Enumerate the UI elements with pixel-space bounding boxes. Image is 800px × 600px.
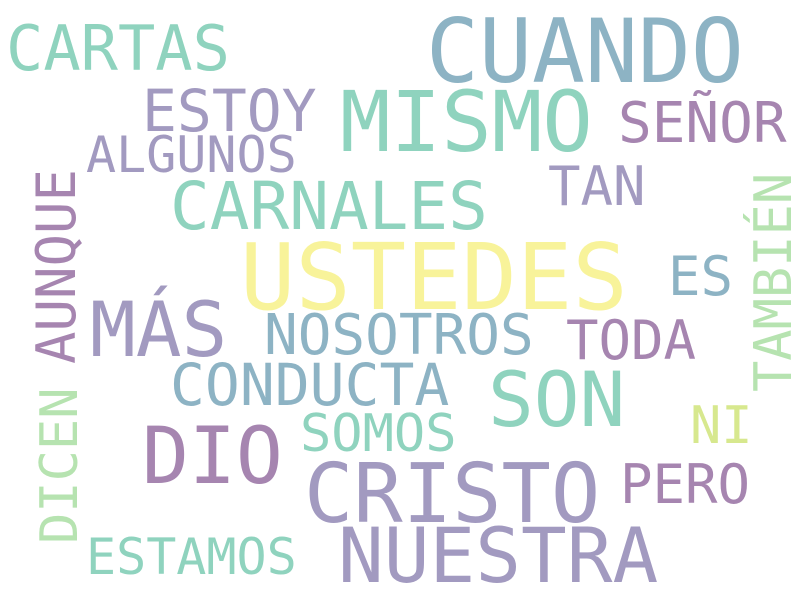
word-carnales: CARNALES	[170, 168, 488, 245]
word-tan: TAN	[548, 155, 646, 218]
word-somos: SOMOS	[300, 404, 457, 464]
word-ni: NI	[690, 396, 753, 456]
word-senor: SEÑOR	[618, 91, 787, 156]
word-estamos: ESTAMOS	[86, 528, 297, 586]
word-es: ES	[668, 245, 734, 308]
word-dio: DIO	[142, 412, 283, 502]
word-aunque-vertical: AUNQUE	[25, 168, 88, 364]
word-mismo: MISMO	[340, 73, 593, 171]
word-pero: PERO	[620, 453, 751, 516]
word-cuando: CUANDO	[426, 0, 744, 103]
word-dicen-vertical: DICEN	[30, 387, 90, 544]
word-nuestra: NUESTRA	[338, 511, 659, 600]
word-algunos: ALGUNOS	[86, 126, 297, 184]
word-conducta: CONDUCTA	[170, 351, 450, 419]
word-tambien-vertical: TAMBIÉN	[744, 172, 800, 392]
word-cartas: CARTAS	[6, 12, 230, 85]
word-son: SON	[488, 355, 626, 444]
word-ustedes: USTEDES	[240, 224, 628, 331]
word-mas: MÁS	[90, 285, 228, 374]
word-estoy: ESTOY	[142, 77, 317, 145]
word-toda: TODA	[566, 309, 697, 372]
word-cristo: CRISTO	[304, 447, 601, 542]
word-nosotros: NOSOTROS	[264, 303, 534, 368]
